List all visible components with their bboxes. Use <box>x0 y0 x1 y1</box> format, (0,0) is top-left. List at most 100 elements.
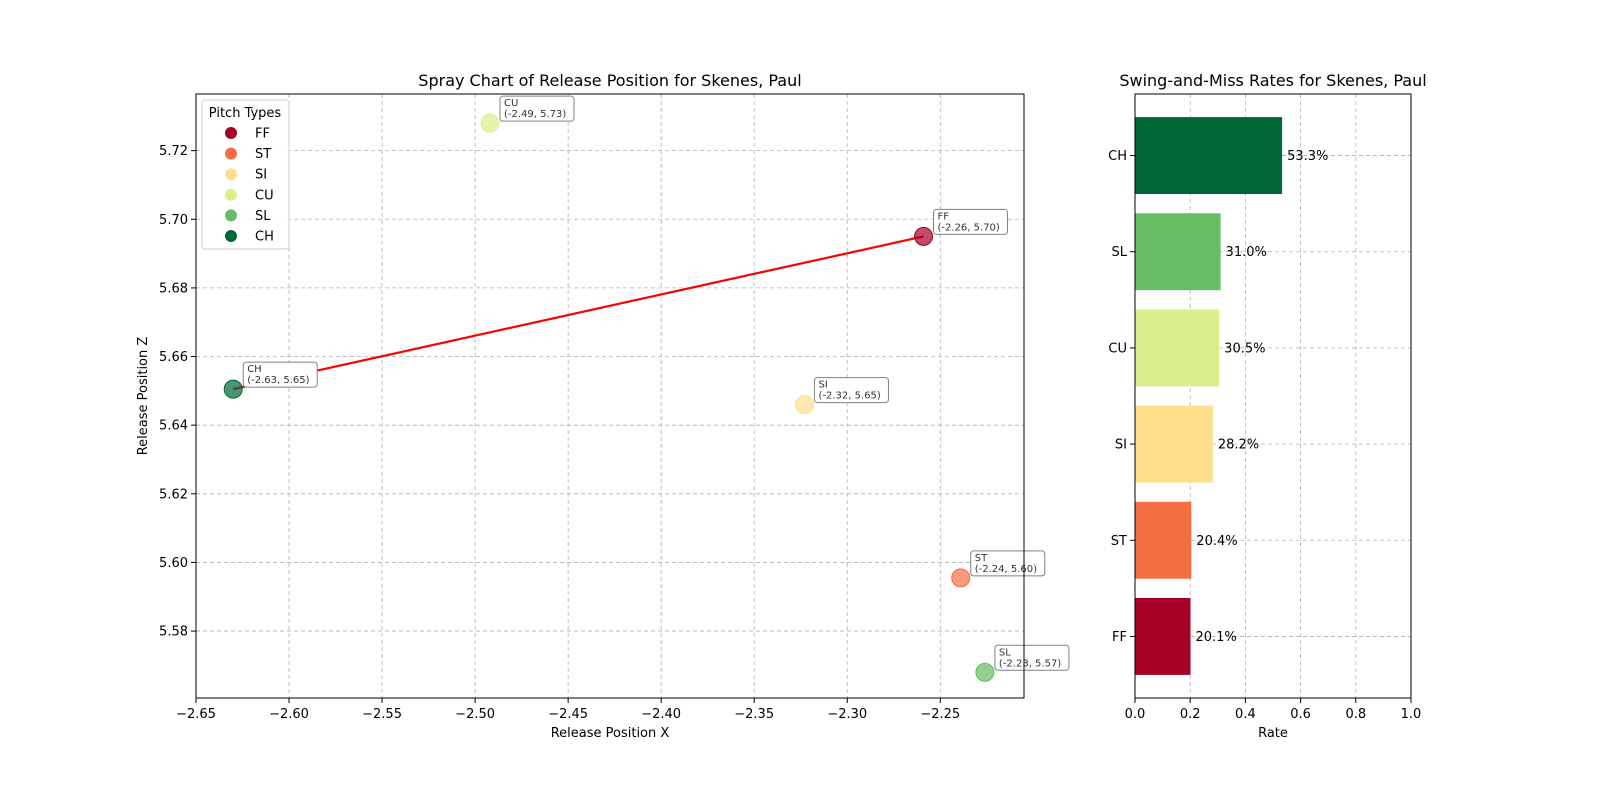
scatter-x-tick-label: −2.35 <box>734 707 774 722</box>
legend-marker-st <box>225 147 237 160</box>
scatter-x-tick-label: −2.30 <box>827 707 867 722</box>
point-annotation-cu: CU(-2.49, 5.73) <box>499 95 575 122</box>
legend-label-sl: SL <box>255 209 271 224</box>
scatter-axes-frame <box>195 93 1025 699</box>
bar-value-labels: 20.1% 20.4% 28.2% 30.5% 31.0% 53.3% <box>1195 149 1328 645</box>
legend-marker-sl <box>225 209 237 222</box>
scatter-point-cu <box>480 113 500 133</box>
scatter-x-ticks: −2.65 −2.60 −2.55 −2.50 −2.45 −2.40 −2.35 −2.30… <box>176 698 960 722</box>
scatter-point-st <box>951 568 971 588</box>
bar-value-label-ch: 53.3% <box>1287 149 1328 164</box>
legend-entries: FF ST SI CU SL CH <box>225 127 274 245</box>
legend-marker-cu <box>225 188 237 201</box>
bar-x-tick-label: 0.6 <box>1290 707 1311 722</box>
bar-value-label-cu: 30.5% <box>1224 341 1265 356</box>
scatter-panel: Spray Chart of Release Position for Sken… <box>136 71 1070 741</box>
scatter-x-tick-label: −2.65 <box>176 707 216 722</box>
bar-value-label-ff: 20.1% <box>1195 630 1236 645</box>
scatter-y-tick-label: 5.70 <box>159 213 188 228</box>
annotation-coordinates: (-2.23, 5.57) <box>999 658 1061 669</box>
scatter-grid <box>195 94 1024 698</box>
bar-x-axis-label: Rate <box>1258 726 1288 741</box>
bar-x-tick-label: 0.2 <box>1180 707 1201 722</box>
scatter-y-tick-label: 5.68 <box>159 281 188 296</box>
annotation-coordinates: (-2.26, 5.70) <box>938 222 1000 233</box>
scatter-point-ch <box>223 379 243 399</box>
bar-x-tick-label: 1.0 <box>1401 707 1422 722</box>
bar-category-label-ch: CH <box>1108 149 1127 164</box>
annotation-pitch-label: ST <box>975 553 988 564</box>
scatter-x-tick-label: −2.55 <box>362 707 402 722</box>
bar-value-label-sl: 31.0% <box>1226 245 1267 260</box>
scatter-y-tick-label: 5.60 <box>159 556 188 571</box>
annotation-box <box>499 95 575 122</box>
legend-box <box>201 99 290 250</box>
bar-category-label-sl: SL <box>1112 245 1128 260</box>
annotation-coordinates: (-2.32, 5.65) <box>818 391 880 402</box>
bar-title: Swing-and-Miss Rates for Skenes, Paul <box>1119 71 1426 90</box>
annotation-coordinates: (-2.24, 5.60) <box>975 564 1037 575</box>
scatter-point-si <box>794 395 814 415</box>
scatter-y-axis-label: Release Position Z <box>136 337 151 456</box>
scatter-point-sl <box>975 662 995 682</box>
bar-value-label-si: 28.2% <box>1218 438 1259 453</box>
scatter-y-tick-label: 5.58 <box>159 625 188 640</box>
point-annotation-ch: CH(-2.63, 5.65) <box>242 361 318 388</box>
scatter-title: Spray Chart of Release Position for Sken… <box>418 71 801 90</box>
annotation-box <box>813 377 889 404</box>
bar-st <box>1135 501 1192 579</box>
scatter-y-tick-label: 5.66 <box>159 350 188 365</box>
scatter-x-axis-label: Release Position X <box>551 726 670 741</box>
scatter-y-tick-label: 5.64 <box>159 419 188 434</box>
scatter-x-tick-label: −2.50 <box>455 707 495 722</box>
scatter-x-tick-label: −2.25 <box>920 707 960 722</box>
legend-label-st: ST <box>255 147 271 162</box>
legend-marker-ch <box>225 230 237 242</box>
bar-x-tick-label: 0.8 <box>1345 707 1366 722</box>
legend-label-si: SI <box>255 168 267 183</box>
bar-category-label-st: ST <box>1111 534 1127 549</box>
bar-category-label-ff: FF <box>1112 630 1127 645</box>
bar-x-tick-label: 0.0 <box>1125 707 1146 722</box>
bar-axes-frame <box>1134 93 1412 699</box>
legend: Pitch Types FF ST SI CU SL CH <box>201 99 290 250</box>
annotation-box <box>994 644 1070 671</box>
bar-si <box>1135 405 1213 483</box>
legend-label-ch: CH <box>255 230 274 245</box>
annotation-coordinates: (-2.63, 5.65) <box>247 375 309 386</box>
scatter-y-tick-label: 5.72 <box>159 144 188 159</box>
point-annotation-si: SI(-2.32, 5.65) <box>813 377 889 404</box>
annotation-pitch-label: CH <box>247 364 262 375</box>
annotation-pitch-label: CU <box>504 98 518 109</box>
bar-category-label-si: SI <box>1115 438 1127 453</box>
bar-sl <box>1135 213 1221 291</box>
legend-marker-ff <box>225 127 237 139</box>
scatter-y-tick-label: 5.62 <box>159 487 188 502</box>
scatter-x-tick-label: −2.60 <box>269 707 309 722</box>
bar-ch <box>1135 117 1283 195</box>
point-annotation-sl: SL(-2.23, 5.57) <box>994 644 1070 671</box>
annotation-pitch-label: SI <box>818 380 827 391</box>
annotation-pitch-label: FF <box>938 211 950 222</box>
bar-y-ticks: FF ST SI CU SL CH <box>1108 149 1135 645</box>
scatter-x-tick-label: −2.40 <box>641 707 681 722</box>
legend-title: Pitch Types <box>209 106 282 121</box>
scatter-x-tick-label: −2.45 <box>548 707 588 722</box>
annotation-pitch-label: SL <box>999 647 1011 658</box>
annotation-box <box>933 208 1009 235</box>
bar-value-label-st: 20.4% <box>1196 534 1237 549</box>
bar-ff <box>1135 597 1191 675</box>
legend-label-cu: CU <box>255 188 274 203</box>
scatter-points <box>223 113 995 682</box>
connector-line <box>232 235 924 391</box>
bar-bars <box>1135 117 1283 675</box>
point-annotation-st: ST(-2.24, 5.60) <box>970 550 1046 577</box>
scatter-point-ff <box>914 226 934 246</box>
annotation-coordinates: (-2.49, 5.73) <box>504 109 566 120</box>
legend-label-ff: FF <box>255 127 270 142</box>
scatter-annotations: FF(-2.26, 5.70)ST(-2.24, 5.60)SI(-2.32, … <box>242 95 1070 671</box>
annotation-box <box>970 550 1046 577</box>
annotation-box <box>242 361 318 388</box>
bar-cu <box>1135 309 1220 387</box>
